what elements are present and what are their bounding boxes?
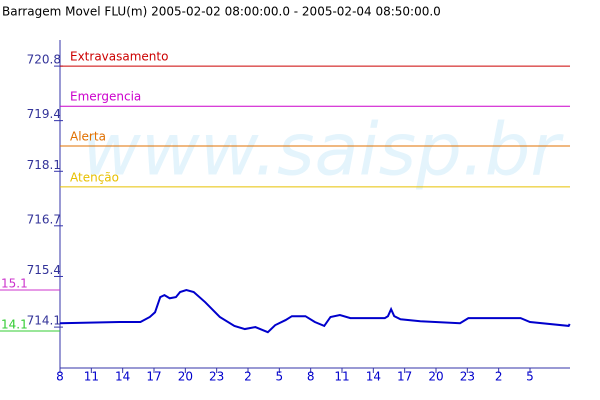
y-tick-label: 714.1 <box>27 314 61 328</box>
x-tick-label: 2 <box>495 370 503 384</box>
x-tick-label: 23 <box>209 370 224 384</box>
y-tick-label: 720.8 <box>27 53 61 67</box>
x-tick-label: 20 <box>428 370 443 384</box>
y-tick-label: 719.4 <box>27 107 61 121</box>
x-tick-label: 20 <box>178 370 193 384</box>
x-tick-label: 17 <box>146 370 161 384</box>
threshold-label: Extravasamento <box>70 50 168 64</box>
x-tick-label: 8 <box>307 370 315 384</box>
y-tick-label: 716.7 <box>27 212 61 226</box>
x-tick-label: 5 <box>526 370 534 384</box>
chart-title: Barragem Movel FLU(m) 2005-02-02 08:00:0… <box>2 5 441 19</box>
x-tick-label: 8 <box>56 370 64 384</box>
side-label: 15.1 <box>1 277 28 291</box>
x-tick-label: 14 <box>366 370 381 384</box>
x-tick-label: 14 <box>115 370 130 384</box>
y-tick-label: 718.1 <box>27 158 61 172</box>
x-tick-label: 23 <box>460 370 475 384</box>
x-tick-label: 2 <box>244 370 252 384</box>
x-tick-label: 5 <box>276 370 284 384</box>
y-tick-label: 715.4 <box>27 263 61 277</box>
side-label: 14.1 <box>1 318 28 332</box>
x-tick-label: 17 <box>397 370 412 384</box>
x-tick-label: 11 <box>334 370 349 384</box>
watermark: www.saisp.br <box>82 108 564 192</box>
data-line <box>59 289 571 334</box>
threshold-label: Alerta <box>70 129 106 143</box>
x-tick-label: 11 <box>84 370 99 384</box>
threshold-label: Atenção <box>70 170 119 184</box>
threshold-label: Emergencia <box>70 90 141 104</box>
